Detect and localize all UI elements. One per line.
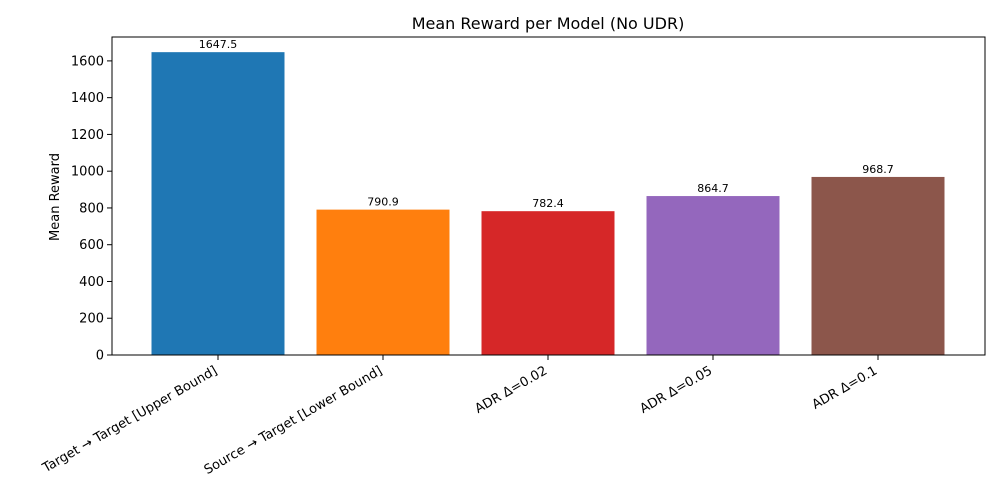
y-tick-label-1200: 1200 xyxy=(71,128,104,143)
bar-value-label-3: 782.4 xyxy=(532,197,564,210)
bar-value-label-4: 864.7 xyxy=(697,182,729,195)
y-tick-label-800: 800 xyxy=(79,201,104,216)
bar-value-label-5: 968.7 xyxy=(862,163,894,176)
y-tick-label-1400: 1400 xyxy=(71,91,104,106)
bar-5 xyxy=(811,176,945,355)
y-ticks-layer: 0 200 400 600 800 1000 1200 1400 1600 xyxy=(71,54,112,364)
bar-1 xyxy=(151,52,285,356)
y-tick-label-1600: 1600 xyxy=(71,54,104,69)
bar-3 xyxy=(481,211,615,355)
bar-2 xyxy=(316,209,450,355)
y-tick-label-400: 400 xyxy=(79,275,104,290)
plot-frame xyxy=(111,36,986,356)
bar-value-label-2: 790.9 xyxy=(367,196,399,209)
bar-value-label-1: 1647.5 xyxy=(199,38,238,51)
bar-4 xyxy=(646,196,780,355)
y-tick-label-1000: 1000 xyxy=(71,165,104,180)
y-axis-label: Mean Reward xyxy=(48,153,63,241)
chart-title: Mean Reward per Model (No UDR) xyxy=(412,14,685,33)
bars-layer: 1647.5 790.9 782.4 864.7 968.7 xyxy=(151,38,945,356)
y-tick-label-0: 0 xyxy=(96,349,104,364)
y-tick-label-600: 600 xyxy=(79,238,104,253)
y-tick-label-200: 200 xyxy=(79,312,104,327)
